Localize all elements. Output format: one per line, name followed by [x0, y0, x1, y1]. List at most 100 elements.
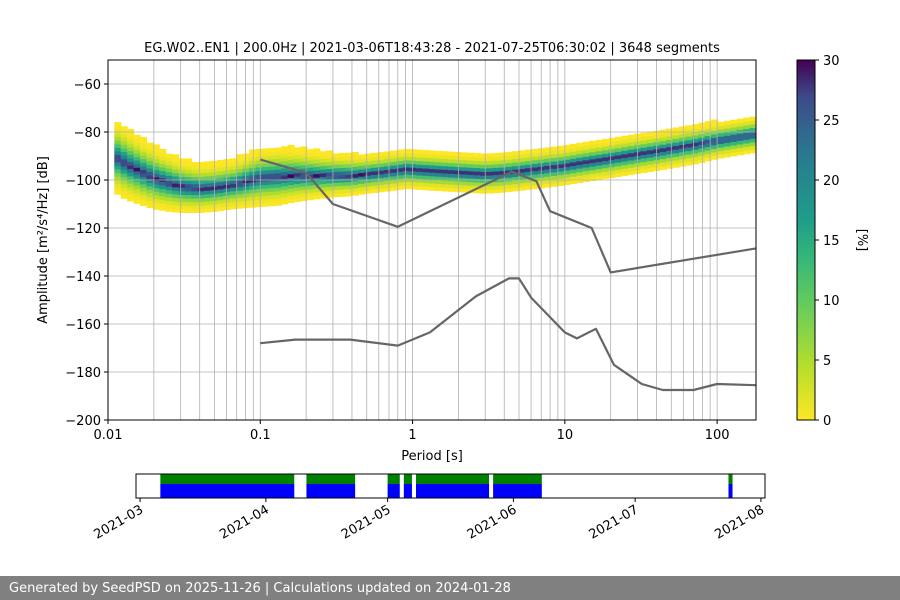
density-cell — [255, 195, 263, 200]
density-cell — [569, 161, 577, 167]
density-cell — [191, 169, 199, 174]
density-cell — [133, 199, 141, 204]
density-cell — [454, 162, 462, 167]
density-cell — [749, 138, 756, 143]
density-cell — [152, 147, 160, 153]
density-cell — [120, 194, 128, 199]
availability-timeline — [160, 474, 733, 498]
density-cell — [306, 192, 314, 197]
density-cell — [640, 168, 648, 173]
density-cell — [524, 160, 533, 165]
density-cell — [120, 165, 128, 171]
density-cell — [390, 154, 398, 159]
density-cell — [403, 163, 411, 168]
density-cell — [473, 181, 481, 187]
density-cell — [165, 175, 173, 180]
density-cell — [197, 179, 205, 185]
density-cell — [127, 193, 135, 198]
x-tick-label: 100 — [705, 428, 730, 443]
density-cell — [268, 198, 276, 203]
density-cell — [133, 185, 141, 190]
density-cell — [524, 171, 533, 176]
density-cell — [345, 170, 353, 175]
density-cell — [204, 164, 212, 170]
processed-segment — [728, 484, 733, 498]
density-cell — [659, 140, 667, 145]
density-cell — [569, 169, 577, 174]
density-cell — [608, 148, 616, 153]
density-cell — [261, 195, 269, 200]
density-cell — [281, 160, 289, 165]
density-cell — [178, 190, 186, 195]
density-cell — [627, 145, 635, 150]
density-cell — [460, 159, 468, 164]
density-cell — [672, 134, 680, 139]
density-cell — [621, 164, 629, 169]
density-cell — [338, 192, 346, 197]
density-cell — [229, 158, 237, 163]
density-cell — [139, 151, 147, 156]
density-cell — [730, 137, 738, 142]
density-cell — [364, 182, 372, 187]
density-cell — [512, 161, 520, 167]
density-cell — [281, 200, 289, 205]
density-cell — [172, 208, 180, 213]
density-cell — [627, 149, 635, 154]
colorbar-tick-label: 5 — [823, 354, 831, 369]
density-cell — [447, 180, 456, 185]
density-cell — [133, 145, 141, 150]
density-cell — [698, 137, 706, 142]
density-cell — [255, 163, 263, 168]
density-cell — [223, 202, 231, 207]
density-cell — [114, 161, 122, 166]
density-cell — [672, 131, 680, 136]
density-cell — [255, 170, 263, 175]
density-cell — [261, 166, 269, 171]
density-cell — [685, 128, 693, 134]
density-cell — [184, 201, 192, 206]
density-cell — [351, 169, 359, 175]
density-cell — [306, 181, 314, 186]
y-tick-label: −120 — [65, 222, 101, 237]
availability-segment — [493, 474, 542, 484]
density-cell — [480, 164, 488, 169]
y-axis-label: Amplitude [m²/s⁴/Hz] [dB] — [36, 156, 51, 324]
density-cell — [512, 169, 520, 174]
density-cell — [313, 187, 321, 193]
density-cell — [531, 181, 539, 186]
density-cell — [191, 180, 199, 185]
density-cell — [127, 139, 135, 144]
density-cell — [415, 171, 423, 176]
density-cell — [152, 165, 160, 171]
density-cell — [146, 196, 154, 201]
density-cell — [666, 143, 674, 148]
density-cell — [274, 194, 282, 199]
density-cell — [178, 176, 186, 181]
density-cell — [601, 156, 610, 162]
density-cell — [640, 165, 648, 170]
density-cell — [332, 193, 340, 198]
density-cell — [358, 176, 366, 181]
density-cell — [197, 165, 205, 170]
density-cell — [711, 148, 719, 153]
density-cell — [646, 153, 654, 158]
density-cell — [191, 162, 199, 167]
x-tick-label: 0.1 — [250, 428, 271, 443]
density-cell — [152, 201, 160, 207]
density-cell — [300, 193, 308, 198]
density-cell — [550, 164, 558, 169]
density-cell — [229, 183, 237, 188]
density-cell — [505, 166, 513, 171]
density-cell — [159, 159, 167, 164]
density-cell — [557, 160, 565, 165]
density-cell — [127, 182, 135, 188]
density-cell — [229, 197, 237, 203]
density-cell — [165, 178, 173, 184]
density-cell — [120, 191, 128, 196]
density-cell — [486, 185, 494, 190]
density-cell — [723, 124, 731, 129]
density-cell — [261, 184, 269, 189]
density-cell — [601, 149, 610, 154]
density-cell — [358, 190, 366, 195]
density-cell — [268, 166, 276, 171]
